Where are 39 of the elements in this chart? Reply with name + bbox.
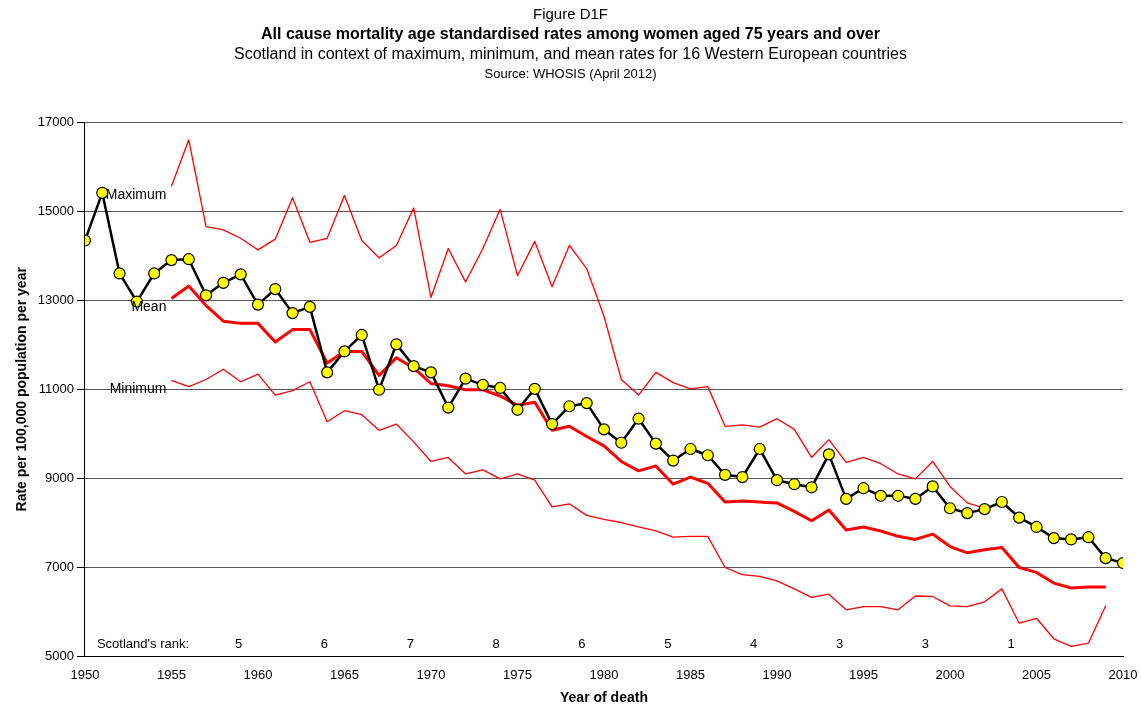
annotation: 4 (750, 636, 758, 652)
annotation: 1 (1007, 636, 1015, 652)
annotation: 3 (835, 636, 844, 652)
y-tick-label: 15000 (37, 202, 74, 218)
chart-subtitle: Scotland in context of maximum, minimum, and mean rates for 16 Western European countries (233, 44, 908, 64)
annotation: 3 (921, 636, 929, 652)
x-tick-label: 1990 (762, 666, 792, 682)
x-tick-label: 1965 (330, 666, 359, 682)
series-label: Maximum (105, 186, 167, 203)
caption: Figure D1F (532, 4, 609, 24)
annotation: 8 (492, 636, 500, 652)
x-tick-label: 1970 (416, 666, 446, 682)
annotation: 7 (406, 636, 414, 652)
y-tick-label: 11000 (38, 380, 74, 396)
y-tick-label: 17000 (37, 113, 74, 129)
x-tick-label: 2000 (935, 666, 965, 682)
y-tick-label: 13000 (37, 291, 74, 307)
y-tick-label: 5000 (45, 648, 74, 664)
x-tick-label: 1950 (70, 666, 100, 682)
chart-title: All cause mortality age standardised rates among women aged 75 years and over (260, 24, 881, 44)
annotation: 6 (320, 636, 329, 652)
series-label: Mean (131, 298, 167, 315)
y-axis-title: Rate per 100,000 population per year (13, 266, 30, 512)
x-tick-label: 2005 (1022, 666, 1051, 682)
y-tick-label: 9000 (45, 469, 74, 485)
x-tick-label: 1985 (676, 666, 705, 682)
x-tick-label: 2010 (1108, 666, 1138, 682)
x-tick-label: 1975 (503, 666, 532, 682)
annotation: 5 (664, 636, 672, 652)
x-tick-label: 1955 (156, 666, 186, 682)
y-tick-label: 7000 (45, 559, 74, 575)
annotation: 6 (578, 636, 586, 652)
x-tick-label: 1960 (243, 666, 273, 682)
x-tick-label: 1980 (589, 666, 619, 682)
x-axis-title: Year of death (560, 689, 648, 706)
x-tick-label: 1995 (849, 666, 878, 682)
annotation: 5 (234, 636, 243, 652)
source-note: Source: WHOSIS (April 2012) (483, 65, 658, 83)
annotation: Scotland's rank: (96, 636, 190, 652)
